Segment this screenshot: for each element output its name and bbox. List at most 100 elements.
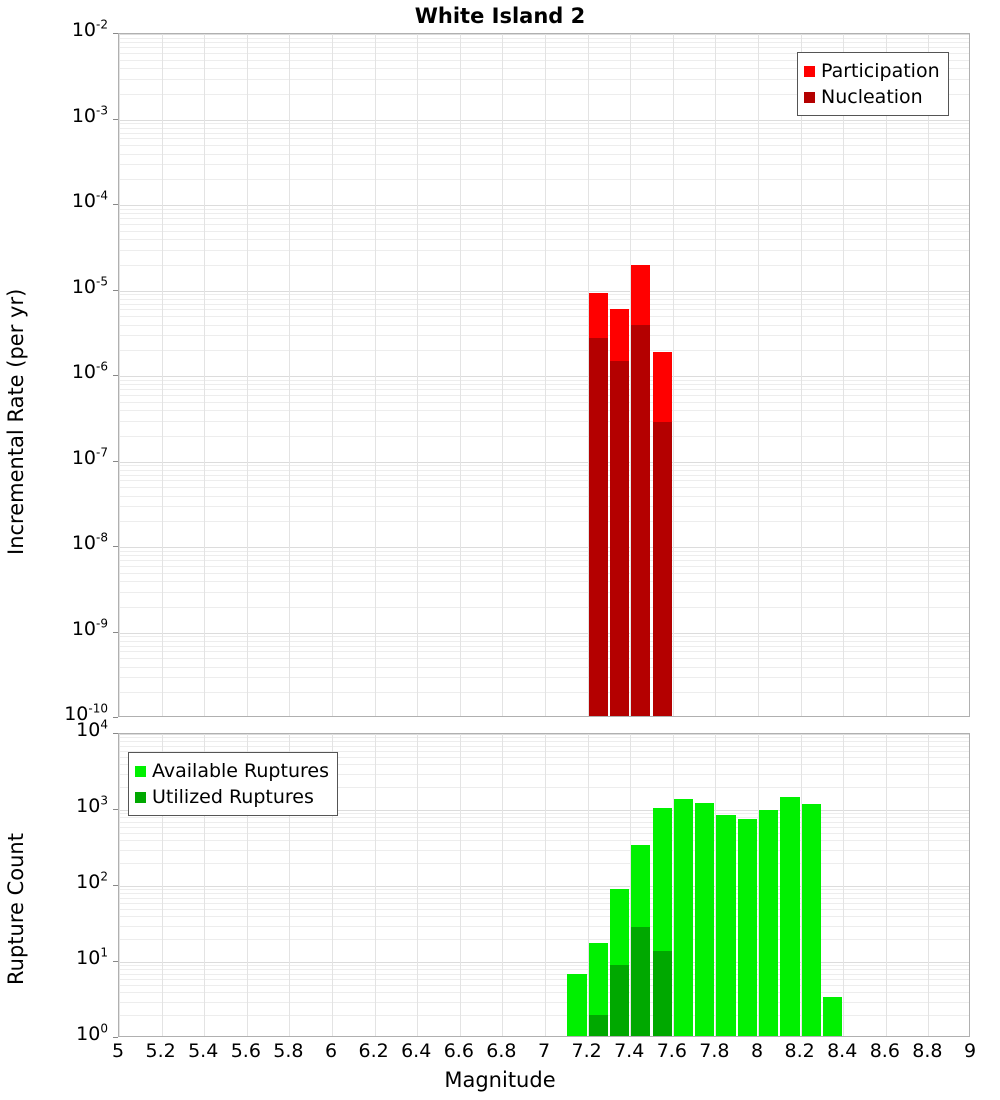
bottom-y-tick: 100 bbox=[76, 1021, 108, 1045]
gridline-horizontal bbox=[119, 737, 969, 739]
bottom-y-tick: 101 bbox=[76, 945, 108, 969]
gridline-horizontal bbox=[119, 213, 969, 215]
y-tick-mark bbox=[113, 717, 118, 718]
gridline-vertical bbox=[545, 34, 546, 716]
gridline-horizontal bbox=[119, 495, 969, 497]
gridline-horizontal bbox=[119, 47, 969, 49]
y-tick-mark bbox=[113, 961, 118, 962]
gridline-vertical bbox=[161, 734, 163, 1036]
gridline-vertical bbox=[374, 34, 376, 716]
gridline-horizontal bbox=[119, 832, 969, 834]
gridline-horizontal bbox=[119, 145, 969, 147]
gridline-vertical bbox=[119, 34, 120, 716]
gridline-horizontal bbox=[119, 764, 969, 766]
x-axis-label: Magnitude bbox=[444, 1068, 556, 1092]
gridline-horizontal bbox=[119, 379, 969, 381]
gridline-vertical bbox=[502, 34, 504, 716]
gridline-vertical bbox=[800, 734, 802, 1036]
gridline-horizontal bbox=[119, 962, 969, 963]
gridline-horizontal bbox=[119, 324, 969, 326]
bar-available-ruptures bbox=[567, 973, 587, 1036]
gridline-horizontal bbox=[119, 632, 969, 634]
y-tick-mark bbox=[113, 204, 118, 205]
gridline-horizontal bbox=[119, 223, 969, 225]
legend-label: Utilized Ruptures bbox=[152, 786, 314, 808]
top-legend-entry: Nucleation bbox=[804, 84, 940, 110]
x-tick-label: 6.2 bbox=[358, 1040, 389, 1062]
gridline-horizontal bbox=[119, 52, 969, 54]
top-y-tick: 10-7 bbox=[71, 445, 108, 469]
gridline-vertical bbox=[800, 34, 802, 716]
gridline-horizontal bbox=[119, 290, 969, 292]
gridline-vertical bbox=[417, 34, 419, 716]
gridline-horizontal bbox=[119, 886, 969, 887]
bar-available-ruptures bbox=[780, 796, 800, 1036]
gridline-vertical bbox=[928, 34, 930, 716]
y-tick-mark bbox=[113, 375, 118, 376]
gridline-vertical bbox=[502, 734, 504, 1036]
gridline-vertical bbox=[332, 34, 333, 716]
gridline-vertical bbox=[204, 34, 206, 716]
bar-utilized-ruptures bbox=[652, 950, 672, 1036]
page-title: White Island 2 bbox=[414, 4, 586, 28]
gridline-horizontal bbox=[119, 230, 969, 232]
gridline-horizontal bbox=[119, 821, 969, 823]
gridline-horizontal bbox=[119, 666, 969, 668]
bottom-gridlines bbox=[119, 734, 969, 1036]
gridline-horizontal bbox=[119, 218, 969, 220]
gridline-vertical bbox=[843, 734, 845, 1036]
gridline-horizontal bbox=[119, 939, 969, 941]
y-tick-mark bbox=[113, 289, 118, 291]
bottom-bars-layer bbox=[119, 734, 969, 1036]
gridline-horizontal bbox=[119, 294, 969, 296]
x-tick-label: 5 bbox=[111, 1040, 125, 1062]
x-tick-label: 6.8 bbox=[486, 1040, 517, 1062]
gridline-horizontal bbox=[119, 750, 969, 752]
bottom-y-axis-label: Rupture Count bbox=[4, 833, 28, 985]
top-y-tick: 10-4 bbox=[71, 188, 108, 212]
gridline-horizontal bbox=[119, 316, 969, 318]
gridline-horizontal bbox=[119, 153, 969, 155]
gridline-horizontal bbox=[119, 581, 969, 583]
gridline-vertical bbox=[672, 734, 674, 1036]
x-tick-label: 6.4 bbox=[401, 1040, 432, 1062]
gridline-horizontal bbox=[119, 692, 969, 694]
gridline-vertical bbox=[246, 734, 248, 1036]
gridline-horizontal bbox=[119, 606, 969, 608]
gridline-horizontal bbox=[119, 93, 969, 95]
legend-swatch-icon bbox=[135, 765, 146, 777]
gridline-horizontal bbox=[119, 651, 969, 653]
top-legend: Participation Nucleation bbox=[797, 52, 949, 116]
gridline-horizontal bbox=[119, 572, 969, 574]
gridline-horizontal bbox=[119, 826, 969, 828]
gridline-horizontal bbox=[119, 813, 969, 815]
legend-swatch-icon bbox=[804, 65, 815, 77]
gridline-vertical bbox=[715, 734, 717, 1036]
y-tick-mark bbox=[113, 885, 118, 886]
gridline-horizontal bbox=[119, 734, 969, 735]
gridline-vertical bbox=[289, 734, 291, 1036]
top-y-tick: 10-2 bbox=[71, 17, 108, 41]
gridline-horizontal bbox=[119, 350, 969, 352]
bar-utilized-ruptures bbox=[588, 1015, 608, 1036]
gridline-vertical bbox=[843, 34, 845, 716]
bar-available-ruptures bbox=[759, 810, 779, 1036]
gridline-horizontal bbox=[119, 756, 969, 758]
x-tick-label: 5.8 bbox=[273, 1040, 304, 1062]
x-tick-label: 5.4 bbox=[188, 1040, 219, 1062]
bar-utilized-ruptures bbox=[631, 926, 651, 1036]
y-tick-mark bbox=[113, 733, 118, 734]
legend-label: Nucleation bbox=[821, 86, 923, 108]
gridline-horizontal bbox=[119, 555, 969, 557]
top-y-tick: 10-3 bbox=[71, 103, 108, 127]
gridline-horizontal bbox=[119, 550, 969, 552]
gridline-horizontal bbox=[119, 978, 969, 980]
y-tick-mark bbox=[113, 460, 118, 462]
gridline-horizontal bbox=[119, 309, 969, 311]
gridline-horizontal bbox=[119, 636, 969, 638]
gridline-horizontal bbox=[119, 239, 969, 241]
gridline-vertical bbox=[587, 734, 589, 1036]
gridline-horizontal bbox=[119, 787, 969, 789]
bar-nucleation bbox=[631, 325, 651, 716]
gridline-horizontal bbox=[119, 78, 969, 80]
